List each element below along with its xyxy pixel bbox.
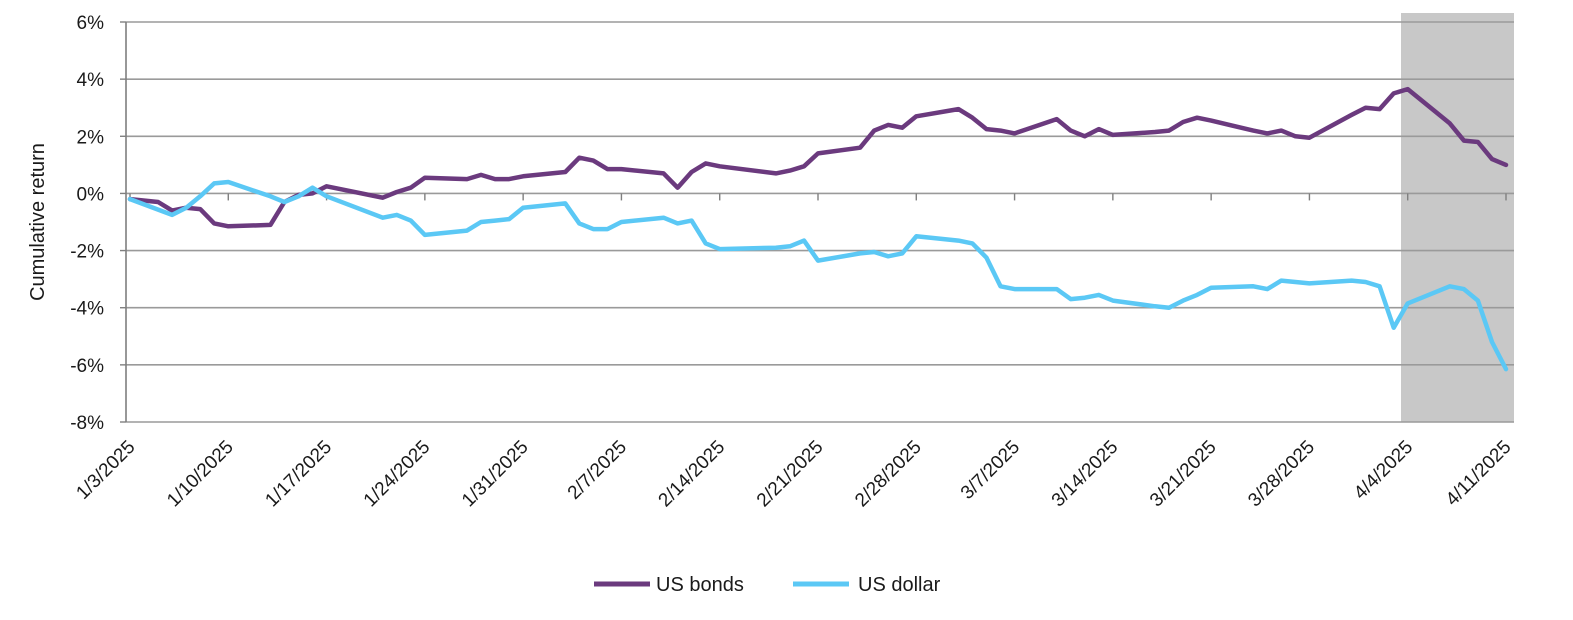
- x-tick-label: 2/14/2025: [655, 437, 730, 512]
- x-tick-label: 2/7/2025: [564, 437, 631, 504]
- x-tick-label: 4/4/2025: [1350, 437, 1417, 504]
- x-tick-label: 3/14/2025: [1048, 437, 1123, 512]
- x-tick-label: 4/11/2025: [1442, 437, 1516, 511]
- y-axis-title: Cumulative return: [27, 143, 49, 301]
- x-tick-label: 1/17/2025: [261, 437, 336, 512]
- y-tick-label: -8%: [70, 413, 104, 434]
- shaded-region-layer: [1401, 13, 1514, 422]
- x-tick-label: 2/21/2025: [753, 437, 828, 512]
- y-tick-label: 6%: [77, 13, 105, 34]
- y-tick-label: 4%: [77, 70, 105, 91]
- shaded-period: [1401, 13, 1514, 422]
- legend-label: US dollar: [858, 574, 941, 596]
- axes-layer: [120, 21, 1507, 423]
- x-tick-label: 3/21/2025: [1146, 437, 1221, 512]
- legend: US bonds US dollar: [594, 574, 941, 596]
- x-tick-labels: 1/3/2025 1/10/2025 1/17/2025 1/24/2025 1/31/…: [72, 437, 1515, 512]
- x-tick-label: 1/31/2025: [458, 437, 533, 512]
- y-tick-label: -4%: [70, 299, 104, 320]
- legend-label: US bonds: [656, 574, 744, 596]
- y-tick-label: -6%: [70, 356, 104, 377]
- legend-item: US dollar: [793, 574, 941, 596]
- x-tick-label: 1/10/2025: [163, 437, 238, 512]
- y-tick-labels: 6% 4% 2% 0% -2% -4% -6% -8%: [70, 13, 104, 434]
- x-tick-label: 2/28/2025: [851, 437, 926, 512]
- x-tick-label: 1/24/2025: [360, 437, 435, 512]
- legend-item: US bonds: [594, 574, 744, 596]
- x-tick-label: 1/3/2025: [72, 437, 139, 504]
- gridlines-layer: [126, 21, 1514, 423]
- y-tick-label: -2%: [70, 242, 104, 263]
- x-tick-label: 3/7/2025: [957, 437, 1024, 504]
- y-tick-label: 0%: [77, 184, 105, 205]
- y-tick-label: 2%: [77, 127, 105, 148]
- series-line-us-dollar: [127, 179, 1509, 372]
- x-tick-label: 3/28/2025: [1244, 437, 1319, 512]
- series-layer: [127, 86, 1509, 372]
- series-line-us-bonds: [127, 86, 1509, 229]
